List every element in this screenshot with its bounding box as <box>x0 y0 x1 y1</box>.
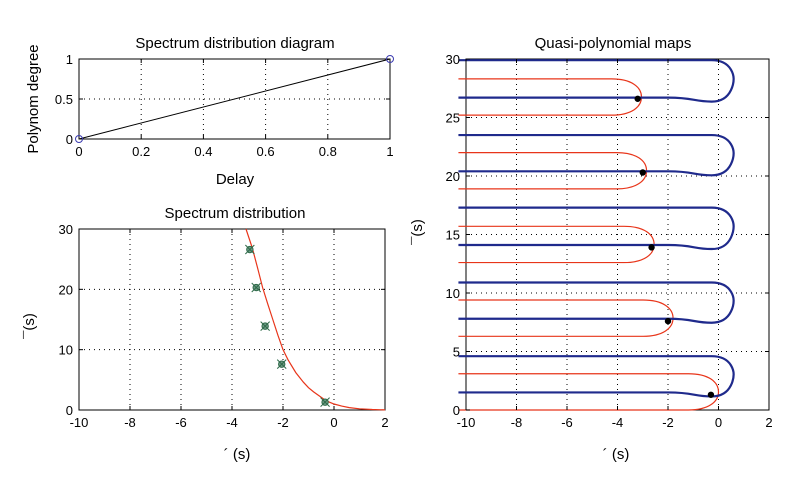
zero-curve-imaginary <box>458 133 735 177</box>
chart2-title: Spectrum distribution <box>165 205 306 222</box>
chart3-y-label: ¯(s) <box>409 219 426 246</box>
y-tick-label: 0 <box>66 132 73 147</box>
x-tick-label: 0.2 <box>132 144 150 159</box>
y-tick-label: 0 <box>453 403 460 418</box>
y-tick-label: 10 <box>446 286 460 301</box>
y-tick-label: 0 <box>66 403 73 418</box>
y-tick-label: 15 <box>446 228 460 243</box>
x-tick-label: -8 <box>124 415 136 430</box>
series-line <box>78 58 391 140</box>
root-point <box>634 95 641 102</box>
x-tick-label: 2 <box>765 415 772 430</box>
root-point <box>648 244 655 251</box>
x-tick-label: -4 <box>612 415 624 430</box>
x-tick-label: 0.4 <box>194 144 212 159</box>
spectrum-curve <box>245 228 386 411</box>
y-tick-label: 1 <box>66 52 73 67</box>
x-tick-label: -6 <box>561 415 573 430</box>
y-tick-label: 25 <box>446 111 460 126</box>
data-point <box>386 55 394 63</box>
x-tick-label: 0 <box>330 415 337 430</box>
spectrum-distribution-plot: Spectrum distribution -10 -8 -6 -4 -2 0 201020… <box>21 205 389 463</box>
y-tick-label: 30 <box>446 52 460 67</box>
quasi-polynomial-maps-plot: Quasi-polynomial maps -10 -8 -6 -4 -2 0 205101… <box>409 35 773 463</box>
root-marker <box>260 321 271 331</box>
root-marker <box>276 359 287 370</box>
zero-curve-real <box>458 373 720 411</box>
root-marker <box>251 282 262 293</box>
zero-curve-imaginary <box>458 59 735 103</box>
chart3-title: Quasi-polynomial maps <box>535 35 692 52</box>
x-tick-label: -6 <box>175 415 187 430</box>
y-tick-label: 20 <box>446 169 460 184</box>
chart1-title: Spectrum distribution diagram <box>135 35 334 52</box>
x-tick-label: 1 <box>386 144 393 159</box>
chart3-x-label: ´ (s) <box>603 446 630 463</box>
data-point <box>75 135 83 143</box>
x-tick-label: 0.8 <box>319 144 337 159</box>
root-point <box>707 391 715 398</box>
x-tick-label: 2 <box>381 415 388 430</box>
root-point <box>664 317 672 325</box>
root-point <box>639 169 646 176</box>
x-tick-label: -8 <box>511 415 523 430</box>
chart1-x-label: Delay <box>216 171 255 188</box>
y-tick-label: 5 <box>453 345 460 360</box>
y-tick-label: 30 <box>59 222 73 237</box>
chart2-x-label: ´ (s) <box>224 446 251 463</box>
x-tick-label: -10 <box>457 415 476 430</box>
zero-curve-imaginary <box>458 281 735 324</box>
x-tick-label: 0 <box>715 415 722 430</box>
x-tick-label: -2 <box>277 415 289 430</box>
zero-curve-imaginary <box>458 206 735 251</box>
x-tick-label: 0 <box>75 144 82 159</box>
x-tick-label: 0.6 <box>257 144 275 159</box>
x-tick-label: -2 <box>662 415 674 430</box>
y-tick-label: 10 <box>59 343 73 358</box>
x-tick-label: -4 <box>226 415 238 430</box>
chart1-y-label: Polynom degree <box>25 44 42 153</box>
chart2-y-label: ¯(s) <box>21 313 38 340</box>
y-tick-label: 0.5 <box>55 92 73 107</box>
root-marker <box>320 397 330 408</box>
spectrum-diagram-plot: Spectrum distribution diagram 0 0.2 0.4 0.6… <box>25 35 394 188</box>
y-tick-label: 20 <box>59 282 73 297</box>
root-marker <box>244 244 255 255</box>
x-tick-label: -10 <box>70 415 89 430</box>
zero-curve-imaginary <box>458 355 735 398</box>
